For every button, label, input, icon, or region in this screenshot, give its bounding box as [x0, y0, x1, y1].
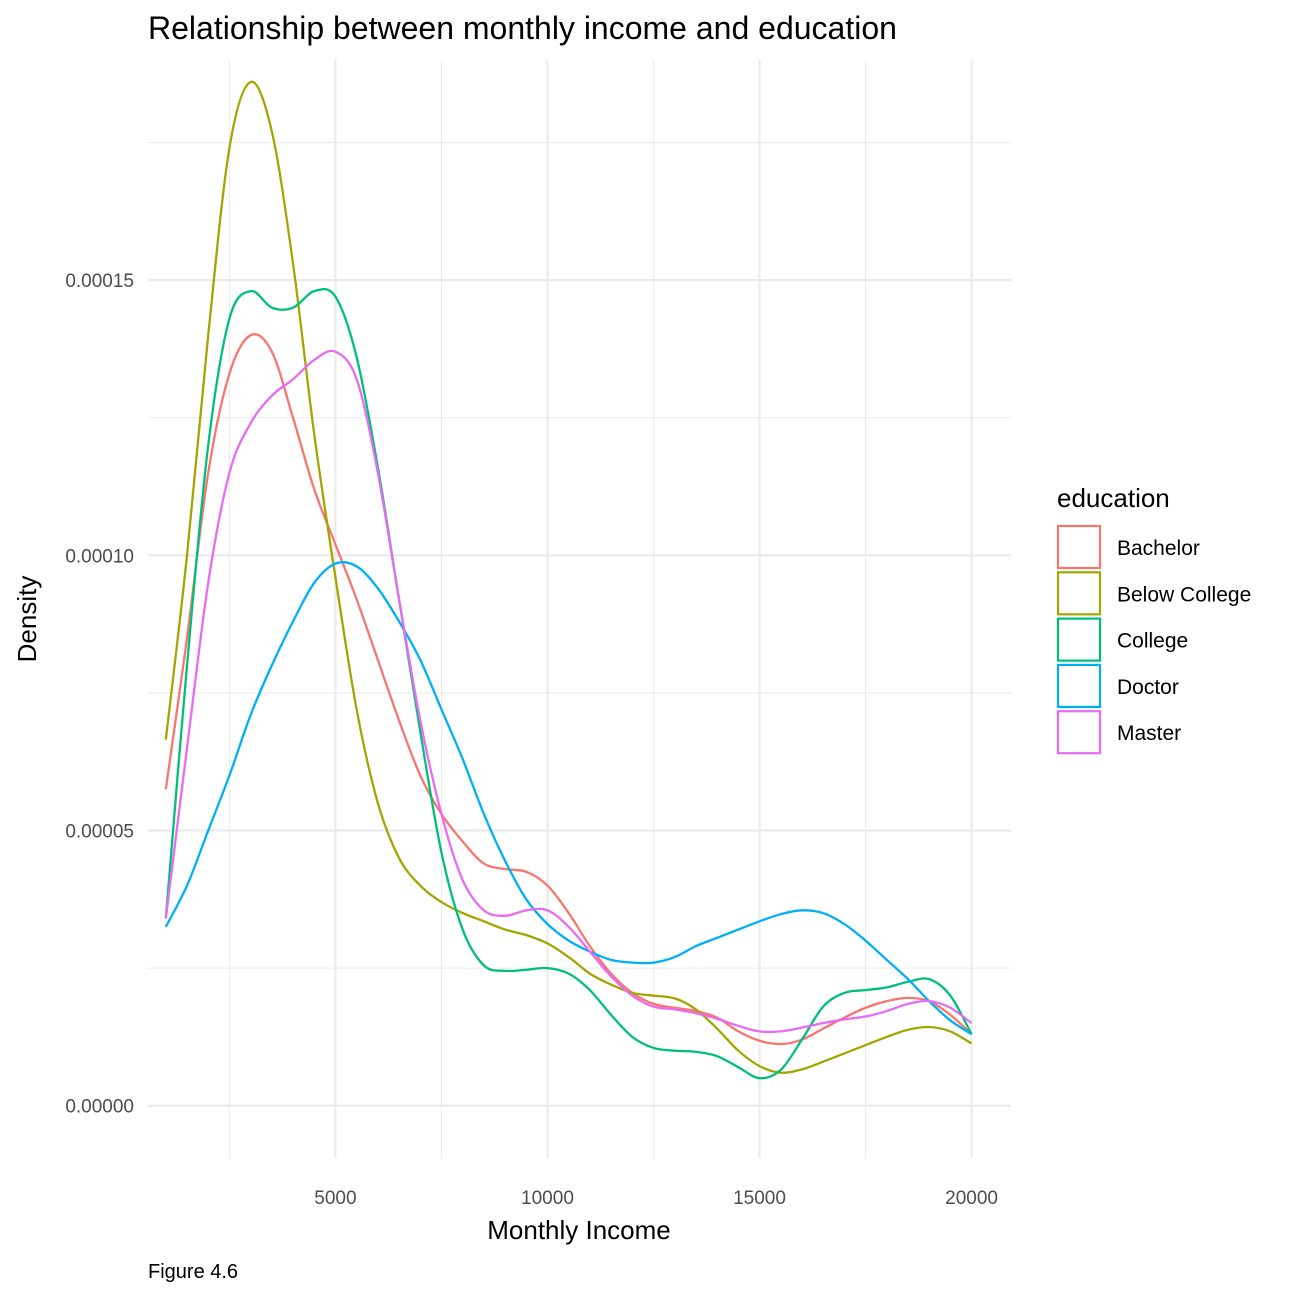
x-axis-title: Monthly Income [487, 1215, 671, 1245]
plot-grid [148, 60, 1011, 1158]
legend-label: Master [1117, 722, 1181, 745]
x-tick-label: 5000 [314, 1188, 356, 1209]
y-tick-label: 0.00000 [65, 1097, 134, 1118]
legend-label: Bachelor [1117, 537, 1200, 560]
legend-key-master [1056, 710, 1102, 755]
density-line-college [164, 287, 973, 1080]
x-tick-label: 15000 [733, 1188, 786, 1209]
x-axis-tick-labels: 5000 10000 15000 20000 [314, 1188, 998, 1209]
legend-title: education [1057, 483, 1170, 513]
density-line-doctor [164, 561, 973, 1036]
y-axis-title: Density [12, 576, 42, 663]
figure-caption: Figure 4.6 [148, 1261, 238, 1283]
y-tick-label: 0.00005 [65, 822, 134, 843]
legend-label: College [1117, 630, 1188, 653]
legend-key-below-college [1056, 571, 1102, 616]
x-tick-label: 10000 [521, 1188, 574, 1209]
y-axis-tick-labels: 0.00000 0.00005 0.00010 0.00015 [65, 271, 134, 1118]
legend-key-doctor [1056, 663, 1102, 709]
legend: education Bachelor Below College College Do… [1056, 483, 1251, 755]
legend-items: Bachelor Below College College Doctor Master [1056, 524, 1251, 755]
legend-label: Below College [1117, 583, 1251, 606]
legend-key-college [1056, 617, 1102, 662]
legend-label: Doctor [1117, 676, 1179, 699]
density-line-bachelor [164, 333, 973, 1046]
density-line-master [164, 349, 973, 1034]
y-tick-label: 0.00015 [65, 271, 134, 292]
density-lines [164, 80, 973, 1080]
chart-title: Relationship between monthly income and … [148, 10, 897, 46]
y-tick-label: 0.00010 [65, 546, 134, 567]
density-line-below-college [164, 80, 973, 1074]
x-tick-label: 20000 [945, 1188, 998, 1209]
legend-key-bachelor [1056, 524, 1102, 570]
